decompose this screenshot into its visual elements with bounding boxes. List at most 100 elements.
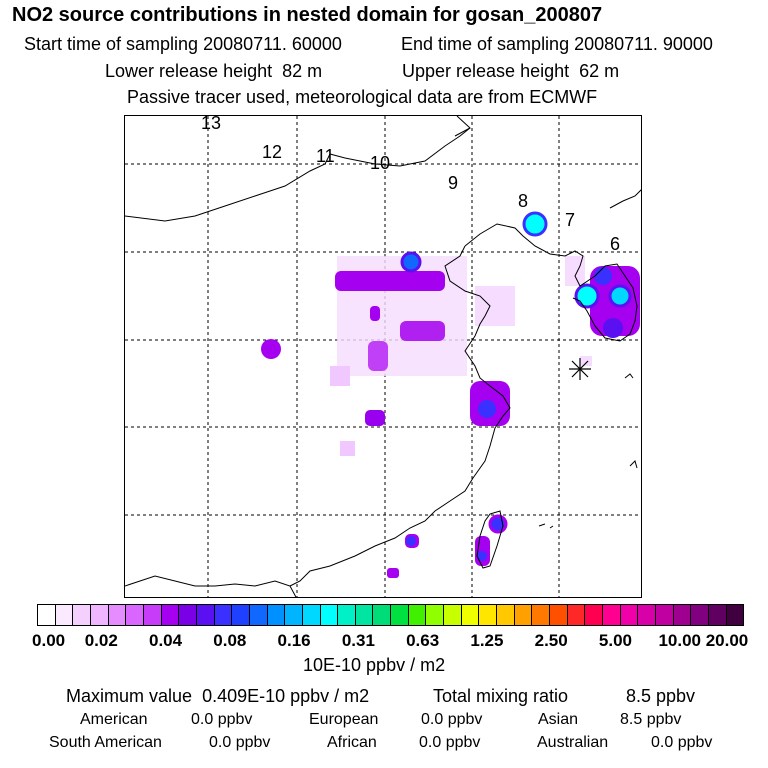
colorbar-segment: [479, 605, 498, 625]
day-label-11: 11: [316, 146, 335, 166]
colorbar-segment: [249, 605, 268, 625]
coastline-line: [464, 223, 638, 342]
colorbar-segment: [673, 605, 692, 625]
colorbar-segment: [232, 605, 250, 625]
colorbar-segment: [285, 605, 303, 625]
colorbar: [37, 604, 744, 626]
plume-core: [387, 568, 399, 578]
island-line: [538, 373, 638, 529]
plume-peak: [522, 211, 548, 237]
border-line: [609, 189, 641, 209]
colorbar-segment: [196, 605, 215, 625]
colorbar-segment: [161, 605, 180, 625]
colorbar-segment: [426, 605, 445, 625]
plume-core: [477, 551, 487, 561]
max-value-label: Maximum value: [66, 686, 193, 706]
colorbar-segment: [338, 605, 356, 625]
colorbar-segment: [585, 605, 603, 625]
colorbar-segment: [603, 605, 621, 625]
plume-core: [365, 410, 385, 426]
map-panel: 13 12 11 10 9 8 7 6: [124, 115, 642, 598]
colorbar-segment: [143, 605, 162, 625]
colorbar-tick-label: 5.00: [598, 631, 632, 650]
region-value: 8.5 ppbv: [620, 711, 682, 728]
colorbar-segment: [126, 605, 144, 625]
lower-release-value: 82 m: [282, 61, 323, 81]
colorbar-tick-label: 1.25: [470, 631, 504, 650]
colorbar-segment: [302, 605, 321, 625]
region-name: South American: [49, 734, 162, 751]
region-name: African: [327, 734, 377, 751]
colorbar-segment: [461, 605, 480, 625]
colorbar-segment: [373, 605, 392, 625]
day-label-10: 10: [370, 153, 391, 173]
end-time: End time of sampling 20080711. 90000: [401, 34, 713, 55]
region-value: 0.0 ppbv: [651, 734, 713, 751]
colorbar-segment: [408, 605, 427, 625]
colorbar-segment: [638, 605, 656, 625]
max-value-text: 0.409E-10 ppbv / m2: [202, 686, 370, 706]
region-value: 0.0 ppbv: [191, 711, 253, 728]
plume-core: [488, 514, 508, 534]
colorbar-segment: [73, 605, 91, 625]
region-name: European: [309, 711, 379, 728]
border-line: [125, 575, 297, 597]
plume-faint: [330, 366, 350, 386]
colorbar-segment: [320, 605, 339, 625]
colorbar-segment: [514, 605, 533, 625]
map-canvas: [125, 116, 641, 597]
colorbar-tick-label: 0.63: [406, 631, 440, 650]
colorbar-segment: [38, 605, 56, 625]
plume-core: [261, 339, 281, 359]
plume-core: [603, 318, 623, 338]
tracer-note: Passive tracer used, meteorological data…: [127, 87, 598, 107]
lower-release-label: Lower release height: [105, 61, 273, 81]
colorbar-tick-label: 20.00: [705, 631, 749, 650]
region-name: American: [80, 711, 148, 728]
colorbar-segment: [108, 605, 127, 625]
colorbar-segment: [214, 605, 233, 625]
figure-title: NO2 source contributions in nested domai…: [12, 4, 603, 26]
colorbar-segment: [726, 605, 744, 625]
colorbar-segment: [90, 605, 109, 625]
plume-peak: [400, 251, 422, 273]
day-label-13: 13: [201, 115, 222, 133]
colorbar-tick-label: 10.00: [658, 631, 701, 650]
coastline: [125, 116, 641, 597]
colorbar-segment: [497, 605, 515, 625]
max-value: Maximum value 0.409E-10 ppbv / m2: [66, 686, 369, 707]
colorbar-segment: [391, 605, 409, 625]
coastline-line: [289, 245, 511, 587]
upper-release: Upper release height 62 m: [402, 61, 619, 82]
colorbar-unit: 10E-10 ppbv / m2: [303, 655, 446, 675]
colorbar-segment: [444, 605, 462, 625]
colorbar-segment: [620, 605, 639, 625]
colorbar-segment: [532, 605, 551, 625]
plume-core: [400, 321, 445, 341]
colorbar-segment: [567, 605, 586, 625]
plume-core: [370, 306, 380, 321]
end-time-label: End time of sampling: [401, 34, 570, 54]
colorbar-tick-label: 0.02: [84, 631, 118, 650]
total-mixing: Total mixing ratio: [433, 686, 568, 707]
colorbar-tick-label: 0.31: [341, 631, 375, 650]
colorbar-segment: [267, 605, 286, 625]
start-time: Start time of sampling 20080711. 60000: [24, 34, 342, 55]
border-line: [125, 127, 471, 222]
colorbar-segment: [691, 605, 709, 625]
colorbar-tick-label: 0.04: [148, 631, 183, 650]
colorbar-segment: [55, 605, 74, 625]
colorbar-tick-label: 0.16: [277, 631, 311, 650]
region-name: Australian: [537, 734, 609, 751]
day-label-8: 8: [518, 191, 529, 211]
region-name: Asian: [538, 711, 579, 728]
total-mixing-label: Total mixing ratio: [433, 686, 569, 706]
plume-faint: [580, 356, 592, 366]
colorbar-segment: [550, 605, 568, 625]
plume-core: [478, 400, 496, 418]
lat-lon-grid: [125, 116, 641, 597]
total-mixing-value: 8.5 ppbv: [626, 686, 696, 706]
upper-release-label: Upper release height: [402, 61, 570, 81]
plume-faint: [340, 441, 355, 456]
day-label-6: 6: [610, 234, 621, 254]
